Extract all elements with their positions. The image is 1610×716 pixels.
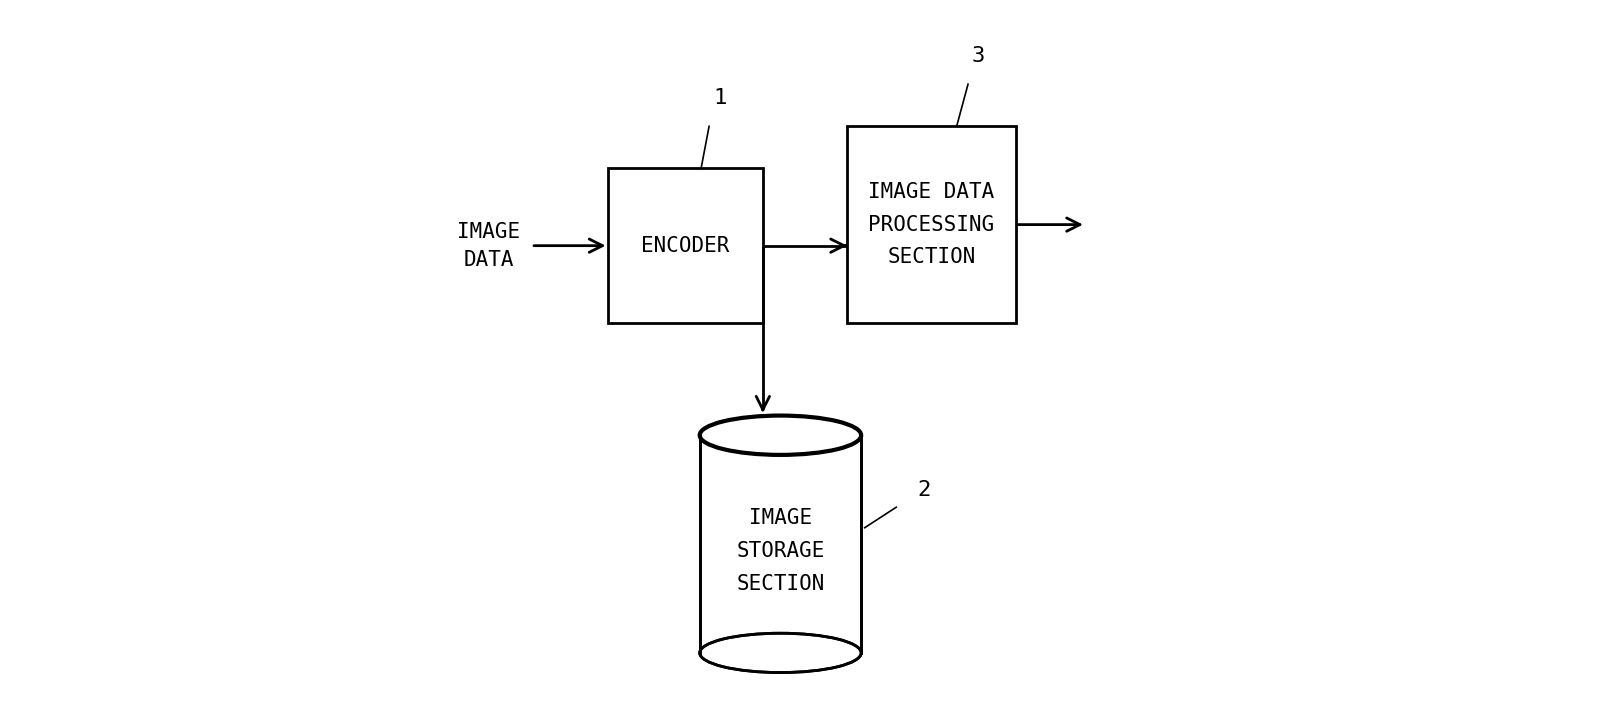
Bar — [847, 126, 1016, 323]
Text: IMAGE DATA
PROCESSING
SECTION: IMAGE DATA PROCESSING SECTION — [868, 182, 995, 267]
Text: IMAGE
DATA: IMAGE DATA — [457, 222, 520, 270]
Text: 1: 1 — [713, 88, 726, 108]
Bar — [700, 435, 861, 653]
Ellipse shape — [700, 415, 861, 455]
Ellipse shape — [700, 633, 861, 672]
Text: 3: 3 — [972, 46, 985, 66]
Text: ENCODER: ENCODER — [641, 236, 729, 256]
Text: 2: 2 — [918, 480, 931, 500]
Text: IMAGE
STORAGE
SECTION: IMAGE STORAGE SECTION — [736, 508, 824, 594]
Bar — [609, 168, 763, 323]
